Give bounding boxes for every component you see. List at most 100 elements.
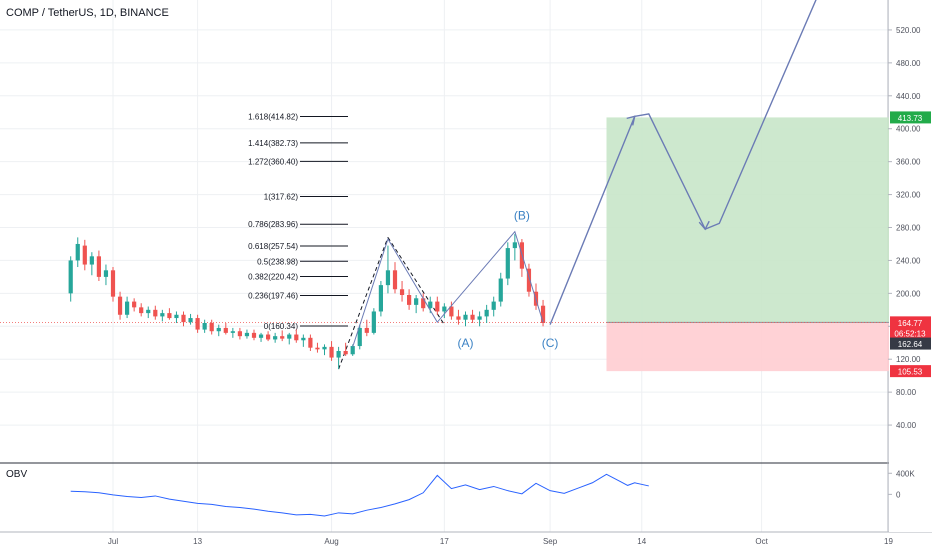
candle-body [385, 270, 391, 286]
fib-level-label: 1.618(414.82) [248, 113, 298, 122]
candle-body [435, 301, 440, 312]
candle-body [364, 327, 369, 333]
candle-body [357, 327, 362, 347]
projection-path [549, 0, 817, 325]
price-badge [890, 337, 931, 350]
symbol-title: COMP / TetherUS, 1D, BINANCE [6, 7, 169, 19]
candle-body [484, 309, 489, 317]
fib-trend-line [338, 237, 389, 370]
target-zone [606, 117, 932, 323]
candle-body [498, 278, 503, 302]
price-axis: 40.00 80.00 120.00 200.00 240.00 280.00 320.00… [888, 0, 932, 532]
wave-label: (C) [542, 336, 559, 350]
candle-body [512, 242, 517, 249]
candle-body [399, 289, 405, 296]
wave-label: (A) [458, 336, 474, 350]
price-badge-label: 164.77 [898, 319, 923, 328]
fib-level-label: 1(317.62) [264, 193, 299, 202]
price-badge-label: 06:52:13 [894, 329, 926, 338]
candle-body [540, 305, 546, 323]
candle-body [68, 260, 73, 294]
candle-body [449, 306, 454, 317]
candle-body [477, 316, 482, 320]
candle-body [223, 327, 228, 333]
grid [0, 0, 932, 533]
time-tick-label: Sep [543, 537, 558, 546]
price-badge-label: 105.53 [898, 368, 923, 377]
price-tick-label: 200.00 [896, 289, 921, 298]
elliott-wave-drawing[interactable]: (A) (B) (C) [352, 0, 825, 350]
time-tick-label: Jul [108, 537, 118, 546]
candle-body [308, 337, 313, 348]
price-badge [890, 316, 931, 329]
candle-body [273, 336, 278, 340]
candle-body [96, 256, 101, 277]
time-tick-label: 13 [193, 537, 202, 546]
fib-level-label: 1.272(360.40) [248, 157, 298, 166]
candle-body [350, 346, 355, 355]
obv-line [70, 473, 649, 517]
candle-body [230, 331, 235, 333]
candle-body [526, 268, 532, 292]
price-tick-label: 80.00 [896, 388, 917, 397]
price-badge [890, 326, 931, 339]
price-tick-label: 360.00 [896, 158, 921, 167]
candle-body [414, 298, 419, 305]
candle-body [258, 334, 264, 338]
long-position-tool[interactable] [0, 117, 932, 372]
price-axis-bg [889, 0, 932, 532]
candlestick-series [68, 234, 546, 370]
abc-wave-line [352, 230, 544, 348]
candle-body [188, 318, 193, 323]
candle-body [195, 318, 200, 330]
price-tick-label: 440.00 [896, 92, 921, 101]
time-axis: Jul13Aug17Sep14Oct19Nov16Dec14 [108, 537, 894, 546]
candle-body [470, 314, 475, 320]
candle-body [287, 334, 292, 339]
fib-level-label: 0.236(197.46) [248, 291, 298, 300]
candle-body [266, 334, 271, 340]
candle-body [407, 295, 412, 305]
candle-body [251, 332, 257, 338]
price-tick-label: 120.00 [896, 355, 921, 364]
candle-body [139, 307, 144, 314]
candle-body [125, 301, 130, 315]
candle-body [505, 248, 510, 279]
price-badge-label: 162.64 [898, 340, 923, 349]
candle-body [428, 301, 433, 309]
candle-body [392, 270, 398, 290]
candle-body [181, 314, 186, 323]
price-tick-label: 560.00 [896, 0, 921, 2]
wave-label: (B) [514, 208, 530, 222]
candle-body [117, 296, 123, 315]
fib-extension[interactable]: 0(160.34) 0.236(197.46) 0.382(220.42) 0.5(2… [248, 0, 445, 370]
obv-tick-label: 400K [896, 469, 915, 478]
candle-body [89, 256, 94, 265]
price-tick-label: 520.00 [896, 26, 921, 35]
fib-trend-line [387, 237, 445, 325]
candle-body [491, 301, 496, 310]
arrow-head [626, 115, 636, 126]
obv-tick-label: 0 [896, 490, 901, 499]
obv-pane: 400K 0 [70, 469, 915, 517]
candle-body [244, 332, 250, 337]
price-tick-label: 400.00 [896, 125, 921, 134]
candle-body [75, 243, 80, 261]
candle-body [301, 337, 306, 341]
time-tick-label: Aug [324, 537, 338, 546]
candle-body [174, 314, 179, 319]
price-tick-label: 280.00 [896, 224, 921, 233]
candle-body [160, 313, 165, 317]
fib-level-label: 0.382(220.42) [248, 273, 298, 282]
candle-body [442, 306, 447, 312]
price-tick-label: 40.00 [896, 421, 917, 430]
candle-body [132, 301, 137, 308]
candle-body [280, 336, 285, 339]
time-tick-label: Oct [755, 537, 768, 546]
candle-body [315, 347, 320, 350]
fib-level-label: 0.618(257.54) [248, 242, 298, 251]
arrow-head [698, 220, 710, 231]
price-badge [890, 111, 931, 124]
